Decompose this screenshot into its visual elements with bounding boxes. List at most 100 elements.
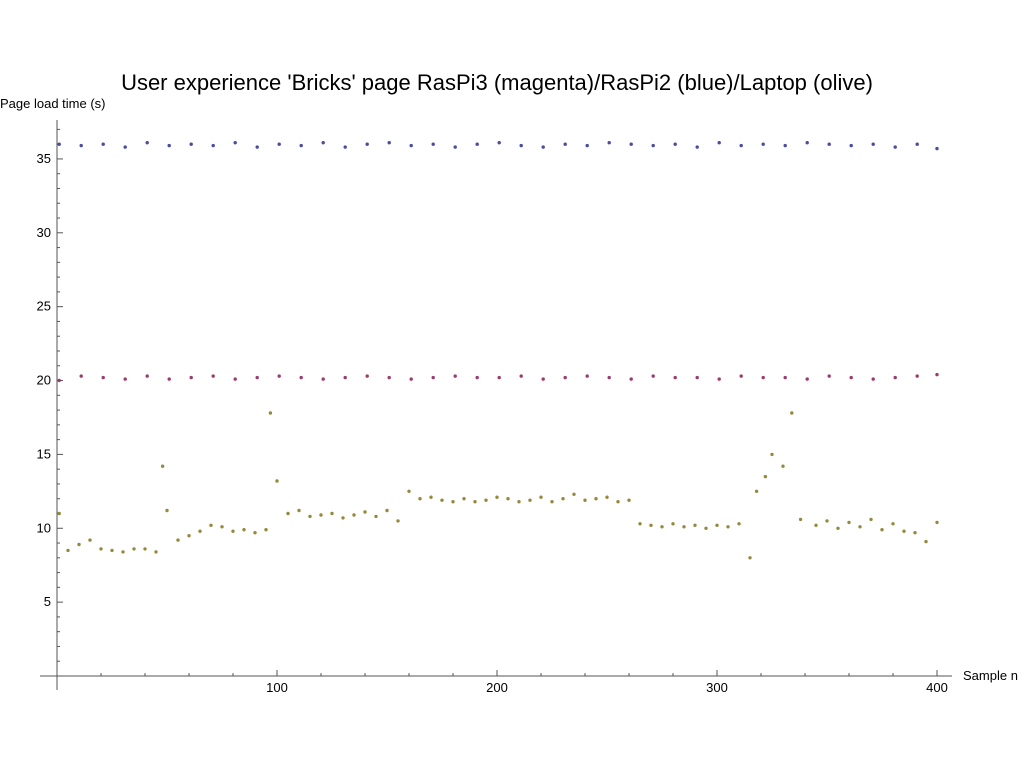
data-point (79, 374, 83, 378)
data-point (365, 374, 369, 378)
data-point (561, 497, 565, 501)
data-point (233, 141, 237, 145)
data-point (396, 519, 400, 523)
data-point (143, 547, 147, 551)
data-point (497, 375, 501, 380)
data-point (629, 142, 633, 146)
data-point (167, 377, 171, 381)
data-point (541, 145, 545, 149)
y-tick-label: 20 (37, 373, 51, 388)
data-point (123, 145, 127, 149)
data-point (790, 411, 794, 415)
data-point (429, 495, 433, 499)
x-tick-label: 300 (706, 680, 728, 695)
data-point (594, 497, 598, 501)
data-point (387, 375, 391, 380)
data-point (915, 142, 919, 146)
data-point (629, 377, 633, 381)
data-point (673, 375, 677, 380)
data-point (717, 141, 721, 145)
y-tick-label: 25 (37, 299, 51, 314)
data-point (160, 464, 165, 468)
data-point (57, 378, 61, 383)
data-point (651, 143, 655, 148)
data-point (88, 538, 92, 542)
data-point (880, 528, 884, 532)
data-point (627, 498, 631, 502)
data-point (268, 411, 273, 415)
data-point (453, 145, 457, 149)
data-point (165, 508, 169, 513)
data-point (607, 375, 611, 380)
data-point (893, 145, 897, 149)
data-point (189, 142, 193, 146)
y-tick-label: 30 (37, 225, 51, 240)
y-axis-label: Page load time (s) (0, 96, 106, 111)
x-tick-label: 400 (926, 680, 948, 695)
data-point (99, 547, 103, 551)
data-point (726, 525, 730, 529)
data-point (798, 517, 803, 522)
data-point (330, 511, 334, 516)
data-point (123, 377, 127, 381)
data-point (286, 511, 290, 516)
data-point (693, 523, 697, 527)
data-points (57, 141, 939, 560)
data-point (145, 374, 149, 378)
data-point (541, 377, 545, 381)
data-point (871, 142, 875, 146)
data-point (695, 145, 699, 149)
data-point (913, 531, 917, 535)
data-point (77, 542, 81, 547)
data-point (297, 508, 301, 513)
data-point (935, 146, 939, 151)
data-point (57, 511, 61, 516)
data-point (365, 142, 369, 146)
data-point (409, 377, 413, 381)
data-point (451, 500, 455, 504)
data-point (671, 522, 675, 526)
data-point (563, 142, 567, 146)
data-point (814, 523, 818, 527)
data-point (891, 522, 895, 526)
data-point (739, 374, 743, 378)
data-point (935, 520, 939, 525)
x-tick-label: 200 (486, 680, 508, 695)
data-point (902, 529, 906, 533)
data-point (849, 375, 853, 380)
data-point (517, 500, 521, 504)
data-point (418, 497, 422, 501)
data-point (385, 508, 389, 513)
data-point (475, 375, 479, 380)
data-point (836, 526, 840, 530)
data-point (79, 143, 83, 148)
data-point (528, 498, 532, 502)
data-point (187, 534, 191, 538)
data-point (242, 528, 246, 532)
data-point (299, 375, 303, 380)
data-point (209, 523, 213, 527)
data-point (805, 141, 809, 145)
data-point (827, 142, 831, 146)
data-point (739, 143, 743, 148)
data-point (550, 500, 554, 504)
y-tick-label: 15 (37, 446, 51, 461)
data-point (495, 495, 499, 499)
data-point (783, 375, 787, 380)
data-point (717, 377, 721, 381)
data-point (825, 519, 829, 523)
data-point (572, 492, 576, 496)
data-point (682, 525, 686, 529)
data-point (275, 479, 279, 483)
data-point (255, 145, 259, 149)
data-point (871, 377, 875, 381)
data-point (583, 498, 587, 502)
data-point (101, 142, 105, 146)
data-point (321, 377, 325, 381)
data-point (869, 517, 873, 522)
data-point (585, 143, 589, 148)
data-point (506, 497, 510, 501)
data-point (847, 520, 851, 525)
data-point (827, 374, 831, 378)
data-point (649, 523, 653, 527)
